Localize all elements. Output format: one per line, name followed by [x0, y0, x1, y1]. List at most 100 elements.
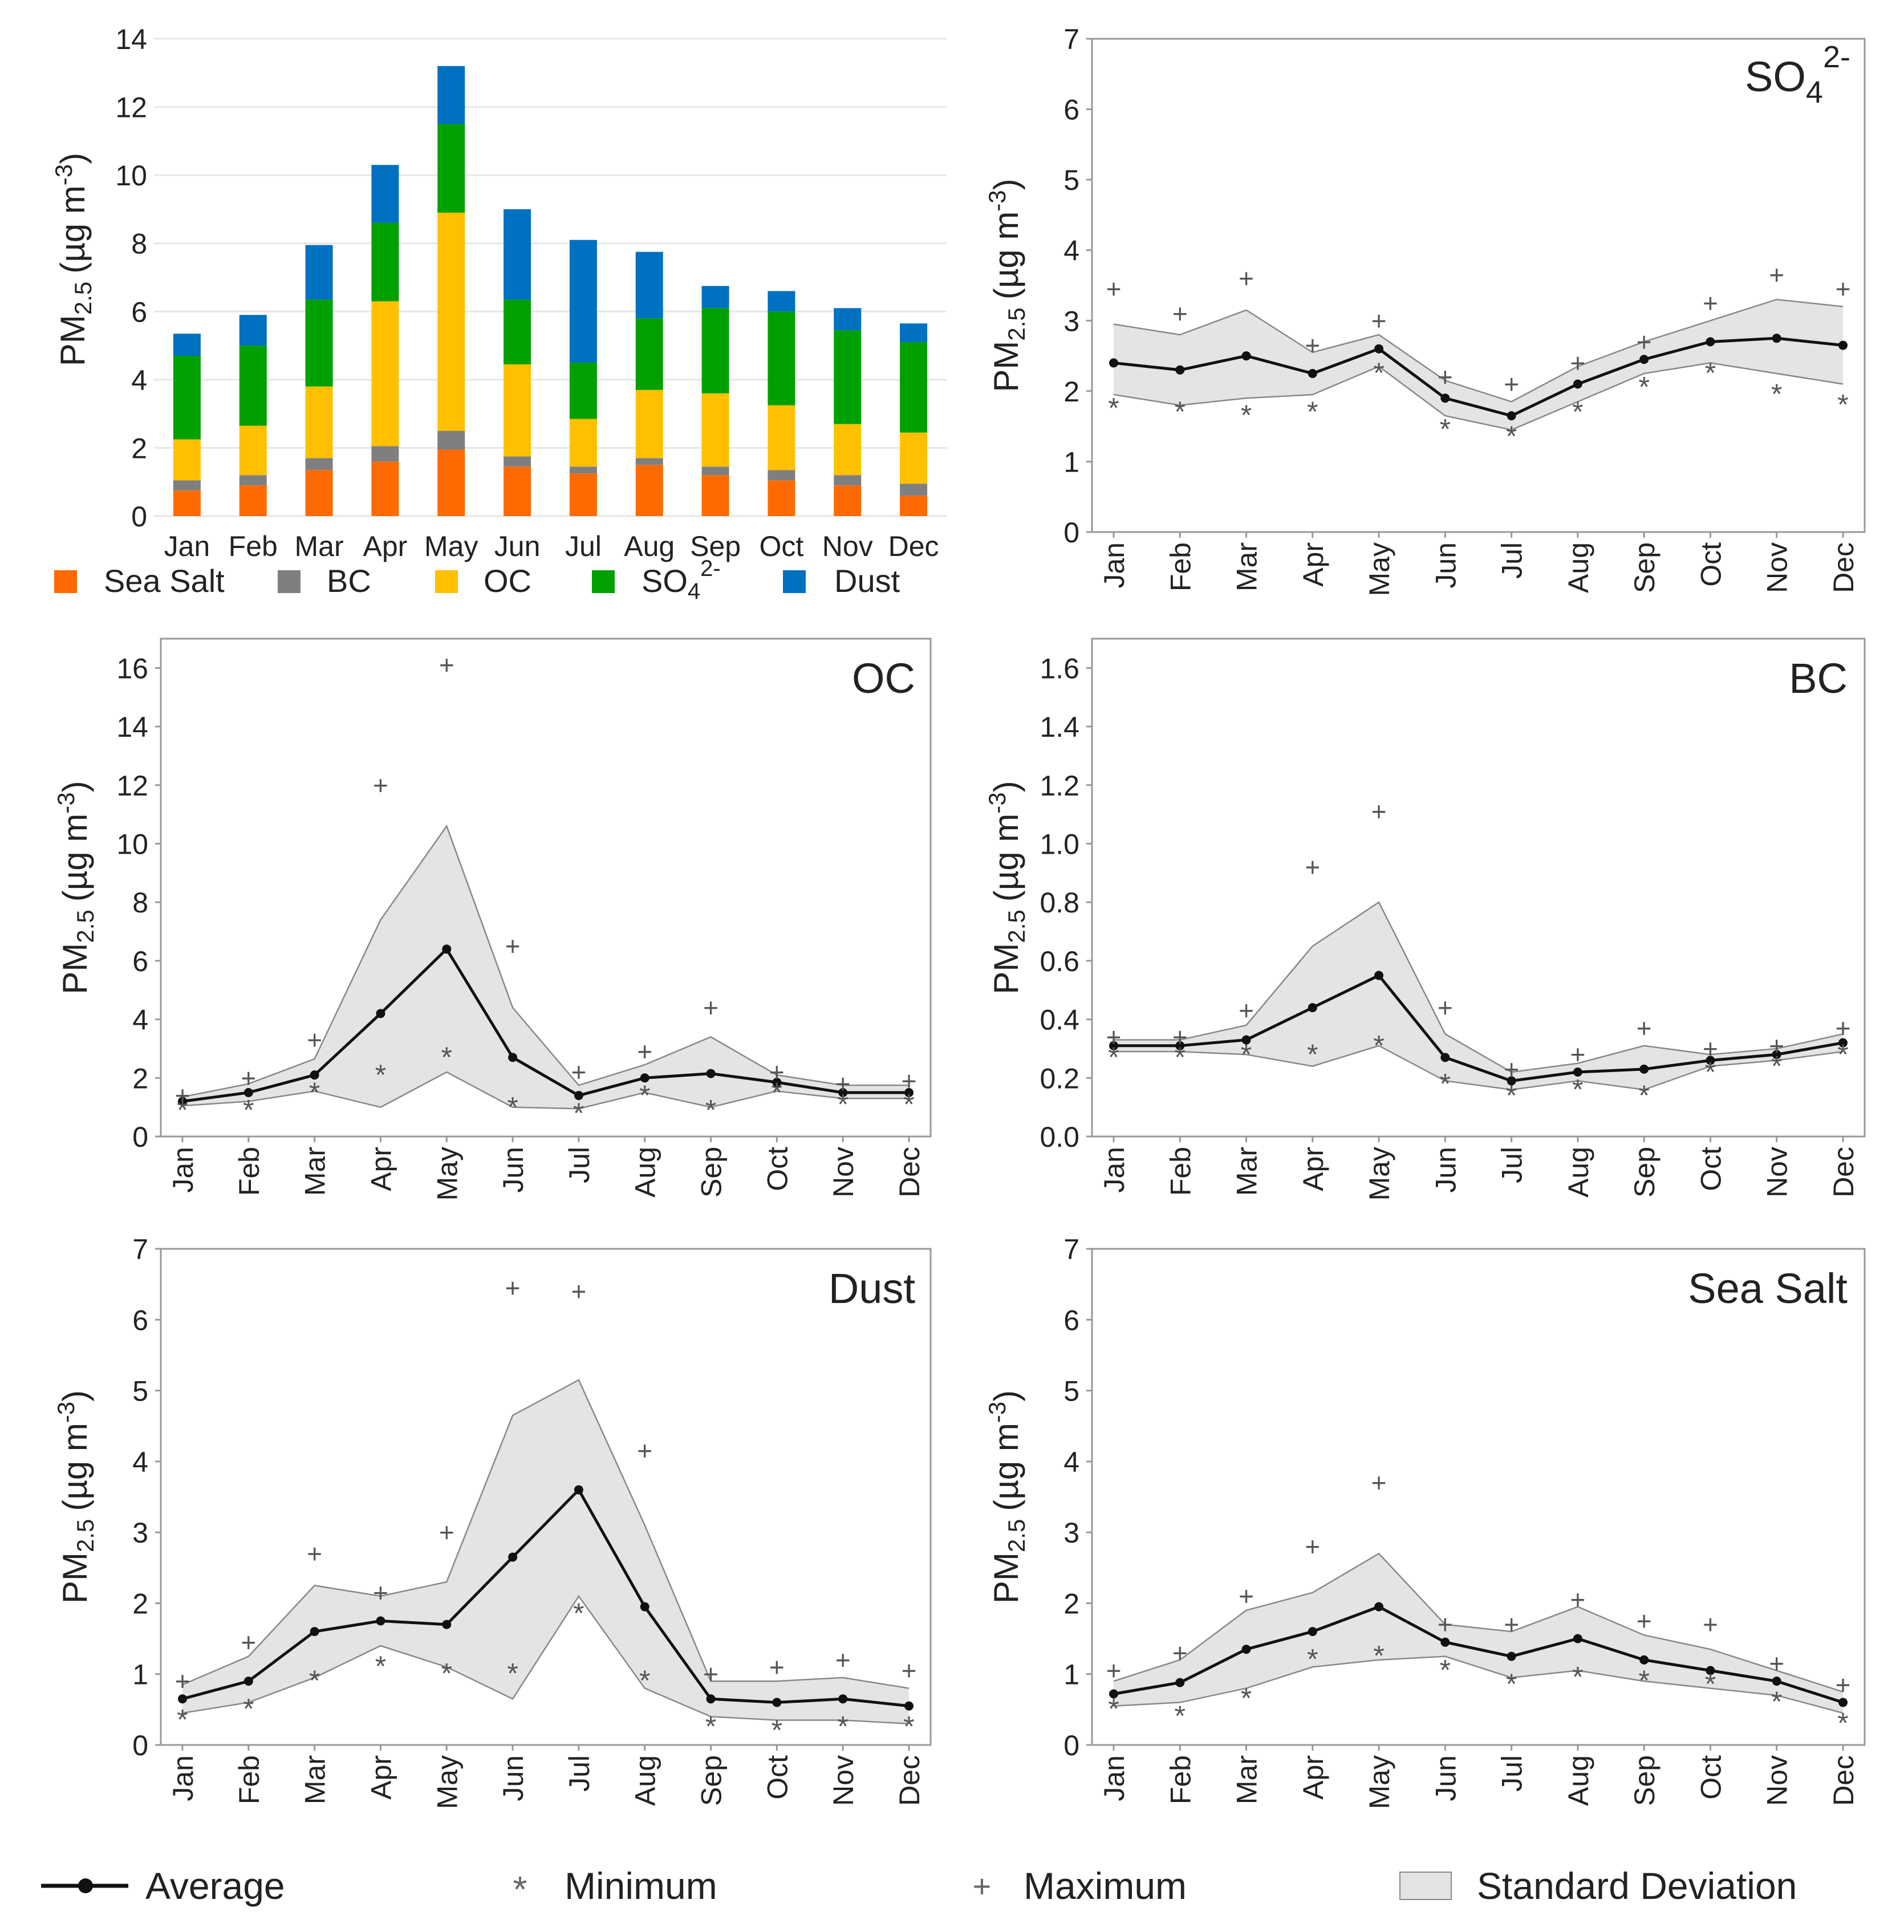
y-tick-label: 7: [132, 1233, 148, 1265]
maximum-point: +: [1570, 348, 1585, 378]
x-tick-label: May: [431, 1147, 463, 1200]
bar-segment: [173, 439, 201, 481]
x-tick-label: Dec: [894, 1755, 925, 1806]
x-tick-label: Apr: [1297, 1755, 1329, 1800]
minimum-point: *: [243, 1094, 254, 1126]
x-tick-label: Dec: [1828, 1755, 1860, 1806]
minimum-point: *: [243, 1693, 254, 1725]
minimum-point: *: [1638, 1665, 1649, 1696]
x-tick-label: Feb: [233, 1147, 265, 1196]
average-point: [640, 1602, 649, 1612]
y-axis-label-part: ): [56, 781, 94, 792]
y-tick-label: 1: [1063, 1659, 1079, 1691]
sd-lower-edge: [1114, 1045, 1844, 1091]
panel-title-bc: BC: [1789, 655, 1848, 702]
bar-segment: [834, 424, 862, 476]
minimum-point: *: [1241, 1038, 1252, 1070]
y-tick-label: 4: [1063, 235, 1079, 267]
y-tick-label: 10: [115, 160, 147, 192]
x-tick-label: Aug: [1562, 1147, 1594, 1198]
sd-band: [1114, 902, 1843, 1090]
plot-frame: [1091, 38, 1866, 533]
y-axis-label: PM2.5 (µg m-3): [984, 1390, 1030, 1604]
maximum-point: +: [703, 1659, 718, 1689]
bc-line-panel: + ++++++ +++ ++* * * * ** * * ** * *0.00.20.40.60.81…: [984, 638, 1866, 1200]
line-legend: Average * Minimum + Maximum Standard Dev…: [41, 1865, 1797, 1910]
panel-title-dust: Dust: [829, 1265, 916, 1312]
minimum-point: *: [177, 1094, 188, 1126]
x-tick-label: Jul: [565, 530, 602, 562]
average-point: [310, 1070, 319, 1080]
maximum-point: +: [307, 1539, 322, 1568]
bar-segment: [371, 446, 399, 462]
maximum-point: +: [835, 1645, 851, 1675]
maximum-point: +: [1637, 1013, 1652, 1043]
legend-sd-swatch: [1399, 1872, 1452, 1900]
average-point: [1440, 393, 1450, 403]
bar-segment: [173, 490, 201, 516]
maximum-point: +: [1836, 274, 1851, 304]
x-tick-label: Feb: [1164, 542, 1196, 591]
minimum-point: *: [1837, 388, 1848, 420]
bar-segment: [635, 389, 663, 458]
plot-frame: [160, 1248, 932, 1746]
average-point: [508, 1053, 518, 1062]
minimum-point: *: [1440, 413, 1451, 445]
average-point: [1639, 355, 1649, 364]
average-point: [1838, 340, 1848, 350]
bar-segment: [701, 475, 729, 516]
legend-swatch-dust: [783, 570, 806, 593]
maximum-point: +: [1172, 299, 1188, 328]
sea-salt-line-panel: + + + + + + + + + + + + * * * * * * * * * * * * 0 1 2 3 4 5 6 7 Jan Feb Ma…: [984, 1233, 1866, 1809]
minimum-point: *: [1705, 357, 1716, 389]
y-tick-label: 0: [1063, 517, 1079, 549]
y-tick-label: 6: [132, 945, 148, 977]
maximum-point: +: [373, 770, 388, 800]
y-tick-label: 4: [132, 1446, 148, 1478]
gridlines: [154, 38, 947, 517]
y-tick-label: 1: [132, 1659, 148, 1691]
average-point: [1308, 1003, 1317, 1013]
y-axis-label-part: PM: [987, 341, 1025, 392]
maximum-point: +: [1637, 1606, 1652, 1636]
x-tick-label: Nov: [827, 1147, 859, 1198]
maximum-point: +: [1637, 327, 1652, 356]
average-point: [1838, 1698, 1848, 1707]
bar-segment: [371, 301, 399, 447]
minimum-point: *: [639, 1079, 650, 1111]
bar-legend: Sea Salt BC OC SO42- Dust: [54, 556, 900, 604]
bar-segment: [173, 480, 201, 491]
y-axis-label-part: (µg m: [56, 1423, 94, 1511]
minimum-point: *: [903, 1711, 914, 1743]
average-point: [574, 1485, 583, 1495]
x-tick-label: Sep: [1629, 1147, 1661, 1198]
bar-segment: [569, 466, 597, 474]
average-point: [1573, 1068, 1582, 1077]
minimum-point: *: [177, 1703, 188, 1735]
x-tick-label: Nov: [1761, 542, 1793, 593]
minimum-point: *: [1108, 1693, 1119, 1725]
x-tick-label: Feb: [233, 1755, 265, 1804]
minimum-point: *: [772, 1077, 782, 1109]
maximum-point: +: [835, 1069, 851, 1099]
maximum-point: +: [1371, 797, 1387, 826]
bar-segment: [305, 458, 333, 470]
x-tick-label: Jan: [1098, 542, 1130, 588]
y-tick-label: 3: [1063, 305, 1079, 337]
x-tick-label: Jan: [167, 1147, 199, 1193]
x-tick-label: Aug: [630, 1147, 661, 1198]
plot-frame: [1091, 1248, 1866, 1746]
maximum-point: +: [1239, 1581, 1254, 1611]
legend-label-dust: Dust: [834, 563, 900, 599]
legend-label-oc: OC: [484, 563, 531, 599]
average-point: [1175, 365, 1185, 375]
bar-segment: [635, 465, 663, 516]
maximum-point: +: [505, 1273, 521, 1302]
sd-lower-edge: [1113, 362, 1844, 431]
average-point: [574, 1091, 583, 1101]
legend-average-marker: [78, 1878, 93, 1893]
average-point: [1639, 1064, 1649, 1074]
maximum-point: +: [439, 650, 454, 680]
maximum-point: +: [1172, 1638, 1188, 1667]
